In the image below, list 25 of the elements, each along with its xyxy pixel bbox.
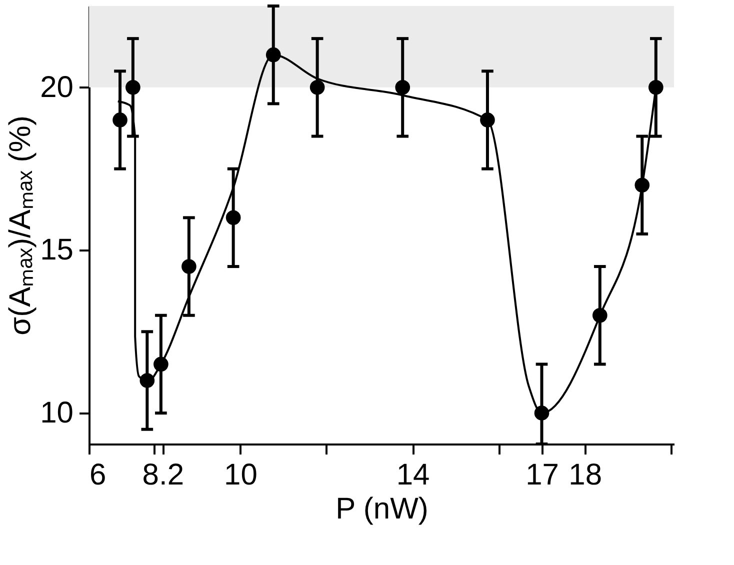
point: [182, 259, 196, 274]
y-tick-label: 15: [40, 234, 74, 267]
point: [154, 356, 168, 372]
point: [480, 112, 495, 128]
x-tick-label: 10: [224, 458, 258, 492]
point: [534, 406, 550, 420]
x-tick-label: 8.2: [142, 458, 184, 492]
x-tick-label: 17: [526, 458, 559, 492]
point: [140, 373, 155, 388]
point: [126, 80, 140, 95]
y-axis-title: σ(Aₘₐₓ)/Aₘₐₓ (%): [4, 116, 38, 336]
x-axis-title: P (nW): [336, 492, 428, 526]
x-tick-label: 14: [396, 458, 430, 492]
point: [648, 80, 664, 95]
y-tick-label: 20: [40, 70, 74, 104]
point: [395, 80, 410, 95]
point: [112, 112, 128, 128]
point: [266, 47, 281, 62]
point: [592, 308, 608, 323]
point: [226, 210, 241, 226]
point: [310, 80, 325, 95]
y-tick-label: 10: [40, 396, 74, 430]
point: [634, 178, 650, 193]
x-tick-label: 18: [568, 458, 602, 492]
x-tick-label: 6: [90, 458, 106, 492]
